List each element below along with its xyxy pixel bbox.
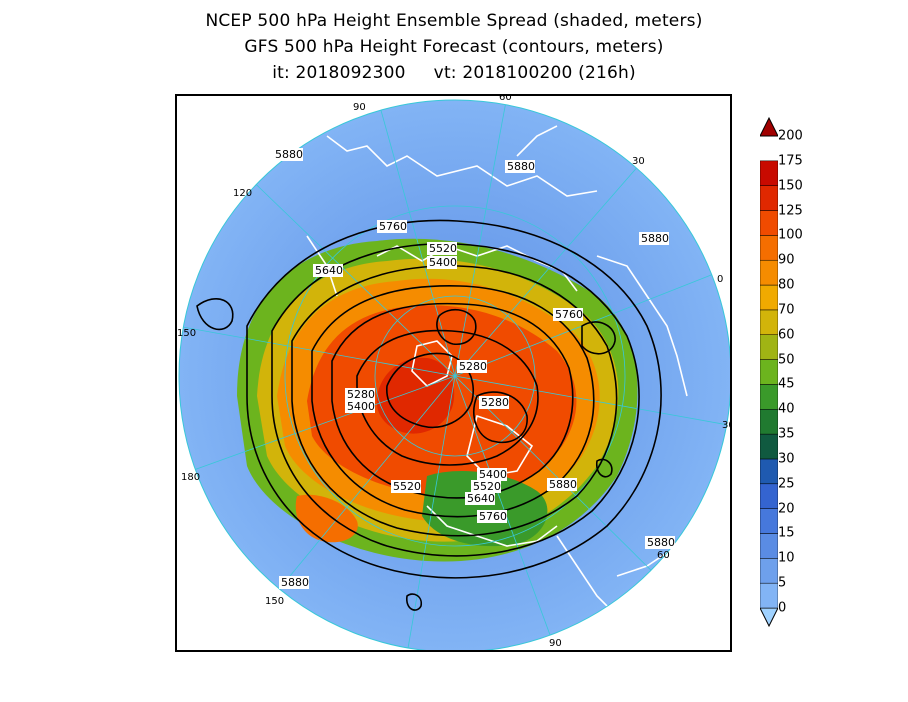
contour-label: 5400 [347, 400, 375, 413]
contour-label: 5520 [393, 480, 421, 493]
colorbar: 0 5 10 15 20 25 30 35 40 45 50 60 70 80 90 100 125 150 175… [760, 116, 880, 628]
contour-label: 5760 [479, 510, 507, 523]
colorbar-level-label: 20 [778, 501, 795, 517]
colorbar-level-label: 80 [778, 277, 795, 293]
chart-titles: NCEP 500 hPa Height Ensemble Spread (sha… [0, 8, 908, 86]
colorbar-level-label: 200 [778, 128, 803, 144]
colorbar-level-label: 50 [778, 352, 795, 368]
graticule-label: 150 [265, 596, 284, 607]
graticule-label: 60 [499, 96, 512, 103]
spread-patch-pacific [295, 494, 358, 543]
colorbar-swatch [760, 160, 778, 186]
colorbar-level-label: 150 [778, 178, 803, 194]
spread-layer-red [376, 357, 455, 434]
graticule-label: 150 [177, 328, 196, 339]
colorbar-level-label: 5 [778, 575, 787, 591]
colorbar-level-label: 70 [778, 302, 795, 318]
graticule-label: 90 [353, 102, 366, 113]
contour-label: 5880 [647, 536, 675, 549]
colorbar-level-label: 0 [778, 600, 787, 616]
graticule-label: 60 [657, 550, 670, 561]
colorbar-level-label: 40 [778, 401, 795, 417]
colorbar-level-label: 175 [778, 153, 803, 169]
contour-label: 5880 [281, 576, 309, 589]
contour-label: 5520 [429, 242, 457, 255]
contour-label: 5280 [459, 360, 487, 373]
graticule-label: 180 [181, 472, 200, 483]
colorbar-level-label: 45 [778, 376, 795, 392]
colorbar-labels: 0 5 10 15 20 25 30 35 40 45 50 60 70 80 90 100 125 150 175… [760, 116, 880, 628]
colorbar-max-arrow [760, 116, 778, 137]
colorbar-level-label: 125 [778, 203, 803, 219]
graticule-label: 90 [549, 638, 562, 649]
contour-label: 5280 [347, 388, 375, 401]
contour-label: 5640 [467, 492, 495, 505]
map-frame: 60 30 0 30 60 90 120 150 180 150 120 90 … [175, 94, 732, 652]
colorbar-level-label: 90 [778, 252, 795, 268]
contour-label: 5760 [379, 220, 407, 233]
colorbar-level-label: 35 [778, 426, 795, 442]
map-boundary [178, 99, 730, 650]
contour-labels: 5880 5880 5880 5760 5640 5520 5400 5280 … [273, 148, 675, 589]
graticule-label: 0 [717, 274, 723, 285]
graticule-label: 30 [722, 420, 732, 431]
title-line-3: it: 2018092300 vt: 2018100200 (216h) [272, 63, 636, 83]
graticule-labels: 60 30 0 30 60 90 120 150 180 150 120 90 [177, 96, 732, 649]
polar-stereographic-map: 60 30 0 30 60 90 120 150 180 150 120 90 … [177, 96, 732, 650]
graticule-label: 30 [632, 156, 645, 167]
colorbar-level-label: 10 [778, 550, 795, 566]
title-line-2: GFS 500 hPa Height Forecast (contours, m… [244, 37, 664, 57]
contour-label: 5400 [429, 256, 457, 269]
contour-label: 5640 [315, 264, 343, 277]
colorbar-level-label: 60 [778, 327, 795, 343]
graticule-label: 120 [233, 188, 252, 199]
title-line-1: NCEP 500 hPa Height Ensemble Spread (sha… [205, 11, 703, 31]
contour-label: 5880 [641, 232, 669, 245]
contour-label: 5880 [549, 478, 577, 491]
colorbar-level-label: 15 [778, 525, 795, 541]
contour-label: 5880 [275, 148, 303, 161]
contour-label: 5520 [473, 480, 501, 493]
colorbar-level-label: 100 [778, 227, 803, 243]
contour-label: 5400 [479, 468, 507, 481]
contour-label: 5760 [555, 308, 583, 321]
contour-label: 5280 [481, 396, 509, 409]
colorbar-level-label: 25 [778, 476, 795, 492]
colorbar-swatches [760, 116, 778, 628]
colorbar-level-label: 30 [778, 451, 795, 467]
contour-label: 5880 [507, 160, 535, 173]
